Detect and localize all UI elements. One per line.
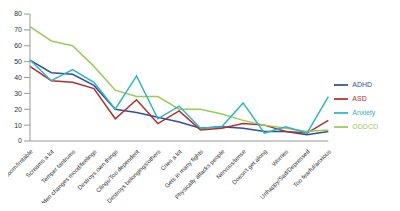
svg-text:40: 40 (14, 74, 22, 81)
svg-text:0: 0 (18, 137, 22, 144)
svg-text:10: 10 (14, 122, 22, 129)
svg-text:70: 70 (14, 26, 22, 33)
html-text:ADHD: ADHD (352, 80, 373, 88)
svg-text:Too fearful/anxious: Too fearful/anxious (292, 148, 332, 188)
svg-text:80: 80 (14, 10, 22, 17)
svg-text:Worries: Worries (271, 148, 290, 167)
svg-text:Gets in many fights: Gets in many fights (164, 148, 205, 189)
svg-text:Destroys own things: Destroys own things (77, 148, 119, 190)
svg-text:Cries a lot: Cries a lot (159, 148, 183, 172)
svg-text:60: 60 (14, 42, 22, 49)
svg-text:Clings/Too dependent: Clings/Too dependent (95, 148, 141, 194)
svg-text:Physically attacks people: Physically attacks people (173, 148, 226, 201)
html-text:ODDCD: ODDCD (352, 122, 378, 130)
html-text:Anxiety: Anxiety (352, 108, 376, 116)
svg-text:Temper tantrums: Temper tantrums (40, 148, 77, 185)
svg-text:Unhappy/Sad/Depressed: Unhappy/Sad/Depressed (259, 148, 311, 201)
svg-text:Stubborn/Irritable: Stubborn/Irritable (8, 148, 34, 185)
svg-text:20: 20 (14, 106, 22, 113)
svg-text:Destroys belongings/others: Destroys belongings/others (106, 148, 162, 203)
svg-text:Nervous/tense: Nervous/tense (215, 148, 247, 181)
svg-text:Doesn't get along: Doesn't get along (231, 148, 268, 185)
html-text:ASD: ASD (352, 94, 367, 102)
svg-text:50: 50 (14, 58, 22, 65)
svg-text:30: 30 (14, 90, 22, 97)
svg-text:Screams a lot: Screams a lot (24, 148, 55, 179)
